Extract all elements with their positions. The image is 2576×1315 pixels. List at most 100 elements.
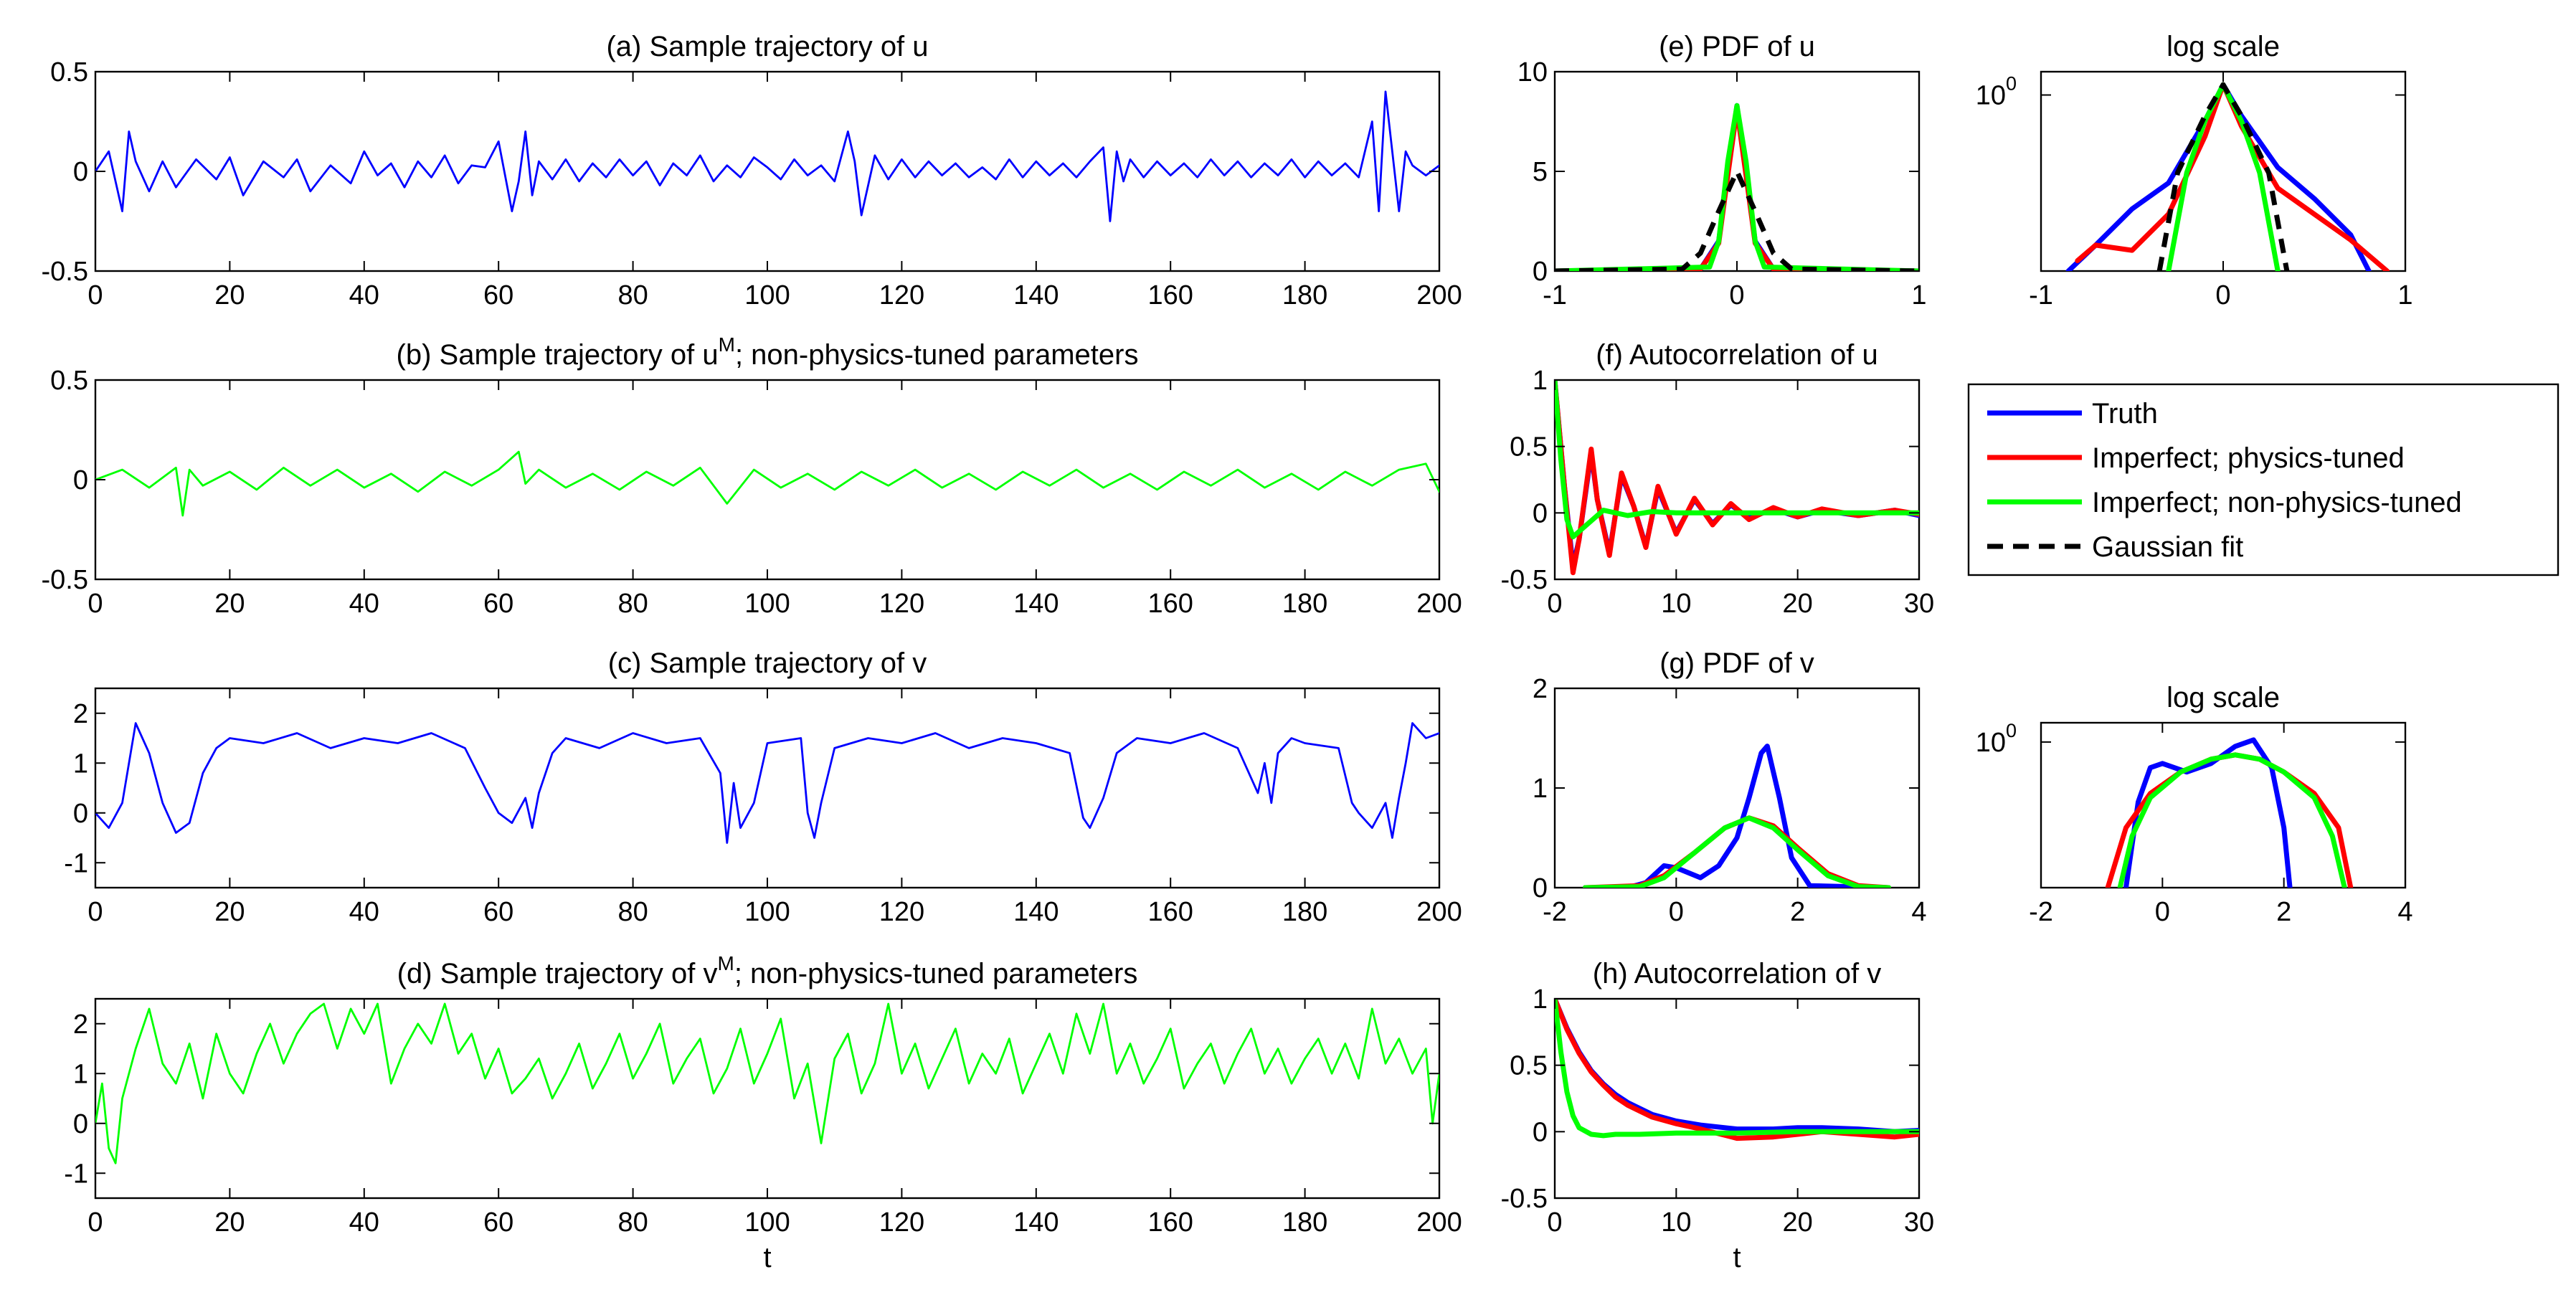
xtick-label-d-3: 60 <box>483 1207 513 1238</box>
ytick-label-c-0: -1 <box>64 848 88 878</box>
xtick-label-b-3: 60 <box>483 589 513 619</box>
legend-label-0: Truth <box>2092 398 2158 429</box>
xtick-label-a-6: 120 <box>879 280 924 310</box>
xtick-label-c-3: 60 <box>483 897 513 927</box>
panel-title-f: (f) Autocorrelation of u <box>1596 339 1878 371</box>
xtick-label-a-0: 0 <box>87 280 103 310</box>
xtick-label-g_log-2: 2 <box>2276 897 2291 927</box>
ytick-label-e-1: 5 <box>1533 157 1548 187</box>
xtick-label-a-1: 20 <box>214 280 245 310</box>
ytick-label-e_log-0: 100 <box>1976 72 2017 110</box>
xtick-label-d-10: 200 <box>1416 1207 1462 1238</box>
ytick-sup-g_log-0: 0 <box>2006 720 2017 741</box>
panel-title-c: (c) Sample trajectory of v <box>608 647 927 679</box>
xtick-label-b-2: 40 <box>349 589 379 619</box>
xtick-label-d-9: 180 <box>1282 1207 1327 1238</box>
ytick-label-f-3: 1 <box>1533 366 1548 396</box>
panel-title-e_log: log scale <box>2167 31 2280 62</box>
ytick-label-b-1: 0 <box>73 465 88 495</box>
series-group-f <box>1555 380 1919 576</box>
xtick-label-b-0: 0 <box>87 589 103 619</box>
xtick-label-b-9: 180 <box>1282 589 1327 619</box>
axes-frame-g <box>1553 687 1921 889</box>
xtick-label-d-2: 40 <box>349 1207 379 1238</box>
legend-label-1: Imperfect; physics-tuned <box>2092 442 2405 474</box>
series-line-e-3 <box>1555 168 1919 271</box>
xtick-label-g_log-0: -2 <box>2029 897 2053 927</box>
ytick-label-f-1: 0 <box>1533 498 1548 528</box>
xlabel-h: t <box>1733 1242 1741 1273</box>
xtick-label-g_log-3: 4 <box>2397 897 2412 927</box>
xtick-label-g_log-1: 0 <box>2155 897 2170 927</box>
xtick-label-a-4: 80 <box>617 280 648 310</box>
legend: Truth Imperfect; physics-tuned Imperfect; … <box>1967 383 2560 576</box>
axes-frame-f <box>1553 379 1921 581</box>
axes-frame-a <box>94 70 1441 272</box>
series-line-e-2 <box>1555 103 1919 271</box>
xtick-label-c-5: 100 <box>744 897 790 927</box>
xtick-label-c-8: 160 <box>1147 897 1193 927</box>
axes-frame-d <box>94 997 1441 1200</box>
series-line-g_log-0 <box>2123 737 2293 888</box>
ytick-sup-e_log-0: 0 <box>2006 72 2017 94</box>
panel-d: 0 20 40 60 80 100 120 140 160 180 200 -1 0 1 2 (d) Samp… <box>64 952 1462 1273</box>
series-line-c-0 <box>95 722 1439 844</box>
ytick-label-a-1: 0 <box>73 157 88 187</box>
xtick-label-c-4: 80 <box>617 897 648 927</box>
xtick-label-g-0: -2 <box>1543 897 1567 927</box>
ytick-label-b-0: -0.5 <box>42 565 88 595</box>
series-group-b <box>95 450 1439 517</box>
xtick-label-c-10: 200 <box>1416 897 1462 927</box>
xtick-label-c-9: 180 <box>1282 897 1327 927</box>
xtick-label-c-7: 140 <box>1013 897 1059 927</box>
xtick-label-a-9: 180 <box>1282 280 1327 310</box>
xtick-label-h-3: 30 <box>1904 1207 1934 1238</box>
ytick-label-a-0: -0.5 <box>42 257 88 287</box>
xtick-label-d-7: 140 <box>1013 1207 1059 1238</box>
ytick-label-f-0: -0.5 <box>1501 565 1548 595</box>
xtick-label-d-0: 0 <box>87 1207 103 1238</box>
panel-title-g: (g) PDF of v <box>1659 647 1814 679</box>
xtick-label-d-5: 100 <box>744 1207 790 1238</box>
ytick-label-d-2: 1 <box>73 1059 88 1089</box>
series-group-c <box>95 722 1439 844</box>
ytick-label-d-3: 2 <box>73 1010 88 1040</box>
ytick-label-h-0: -0.5 <box>1501 1184 1548 1214</box>
ytick-label-c-3: 2 <box>73 699 88 729</box>
series-group-h <box>1555 999 1919 1141</box>
ytick-label-e-0: 0 <box>1533 257 1548 287</box>
ytick-label-g_log-0: 100 <box>1976 720 2017 758</box>
panel-title-a: (a) Sample trajectory of u <box>606 31 928 62</box>
axes-frame-c <box>94 687 1441 889</box>
legend-box <box>1967 383 2560 576</box>
axes-frame-h <box>1553 997 1921 1200</box>
xtick-label-b-8: 160 <box>1147 589 1193 619</box>
xtick-label-e_log-0: -1 <box>2029 280 2053 310</box>
xtick-label-e-1: 0 <box>1729 280 1744 310</box>
xtick-label-b-10: 200 <box>1416 589 1462 619</box>
xtick-label-b-7: 140 <box>1013 589 1059 619</box>
panel-b: 0 20 40 60 80 100 120 140 160 180 200-0.500.5(b) S… <box>42 333 1462 619</box>
panel-a: 0 20 40 60 80 100 120 140 160 180 200-0.500.5(a) S… <box>42 31 1462 310</box>
xtick-label-a-2: 40 <box>349 280 379 310</box>
xtick-label-g-2: 2 <box>1790 897 1805 927</box>
series-group-g_log <box>2105 737 2354 888</box>
xtick-label-c-1: 20 <box>214 897 245 927</box>
legend-label-2: Imperfect; non-physics-tuned <box>2092 487 2462 518</box>
panel-h: 0 10 20 30-0.500.51(h) Autocorrelation of v… <box>1501 958 1935 1273</box>
ytick-label-g-1: 1 <box>1533 774 1548 804</box>
series-line-h-2 <box>1555 999 1919 1139</box>
xtick-label-g-3: 4 <box>1911 897 1926 927</box>
panel-g_log: -2 0 2 4 100 log scale <box>1976 682 2413 927</box>
series-line-g-2 <box>1582 815 1892 888</box>
series-group-d <box>95 1002 1439 1164</box>
xtick-label-b-1: 20 <box>214 589 245 619</box>
axes-frame-e <box>1553 70 1921 272</box>
series-group-a <box>95 90 1439 222</box>
xtick-label-e_log-1: 0 <box>2215 280 2230 310</box>
ytick-label-h-1: 0 <box>1533 1117 1548 1147</box>
xtick-label-f-0: 0 <box>1547 589 1562 619</box>
xtick-label-h-1: 10 <box>1661 1207 1691 1238</box>
xtick-label-e-0: -1 <box>1543 280 1567 310</box>
